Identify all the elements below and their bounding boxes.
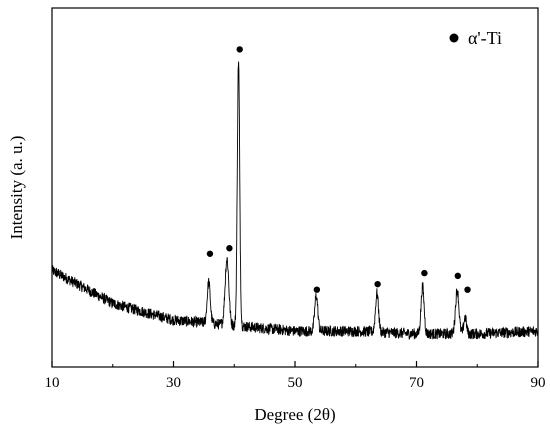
- peak-marker-7: [454, 272, 462, 280]
- x-tick-label: 10: [45, 375, 60, 391]
- x-tick-label: 50: [288, 375, 303, 391]
- peak-marker-5: [374, 280, 381, 288]
- x-tick-label: 70: [409, 375, 424, 391]
- legend-label: α'-Ti: [468, 28, 502, 48]
- peak-marker-3: [236, 46, 243, 53]
- peak-marker-8: [464, 286, 471, 293]
- x-tick-label: 90: [531, 375, 546, 391]
- plot-area: [51, 46, 539, 340]
- x-axis-ticks: 10 30 50 70 90: [45, 361, 546, 391]
- peak-marker-1: [206, 250, 214, 257]
- y-axis-label: Intensity (a. u.): [7, 136, 26, 240]
- legend-marker-icon: [449, 33, 459, 43]
- x-axis-label: Degree (2θ): [254, 405, 335, 424]
- peak-marker-6: [421, 269, 428, 277]
- legend: α'-Ti: [449, 28, 502, 48]
- x-tick-label: 30: [166, 375, 181, 391]
- xrd-pattern-line: [51, 61, 539, 340]
- peak-marker-2: [226, 245, 233, 252]
- peak-marker-4: [313, 286, 321, 293]
